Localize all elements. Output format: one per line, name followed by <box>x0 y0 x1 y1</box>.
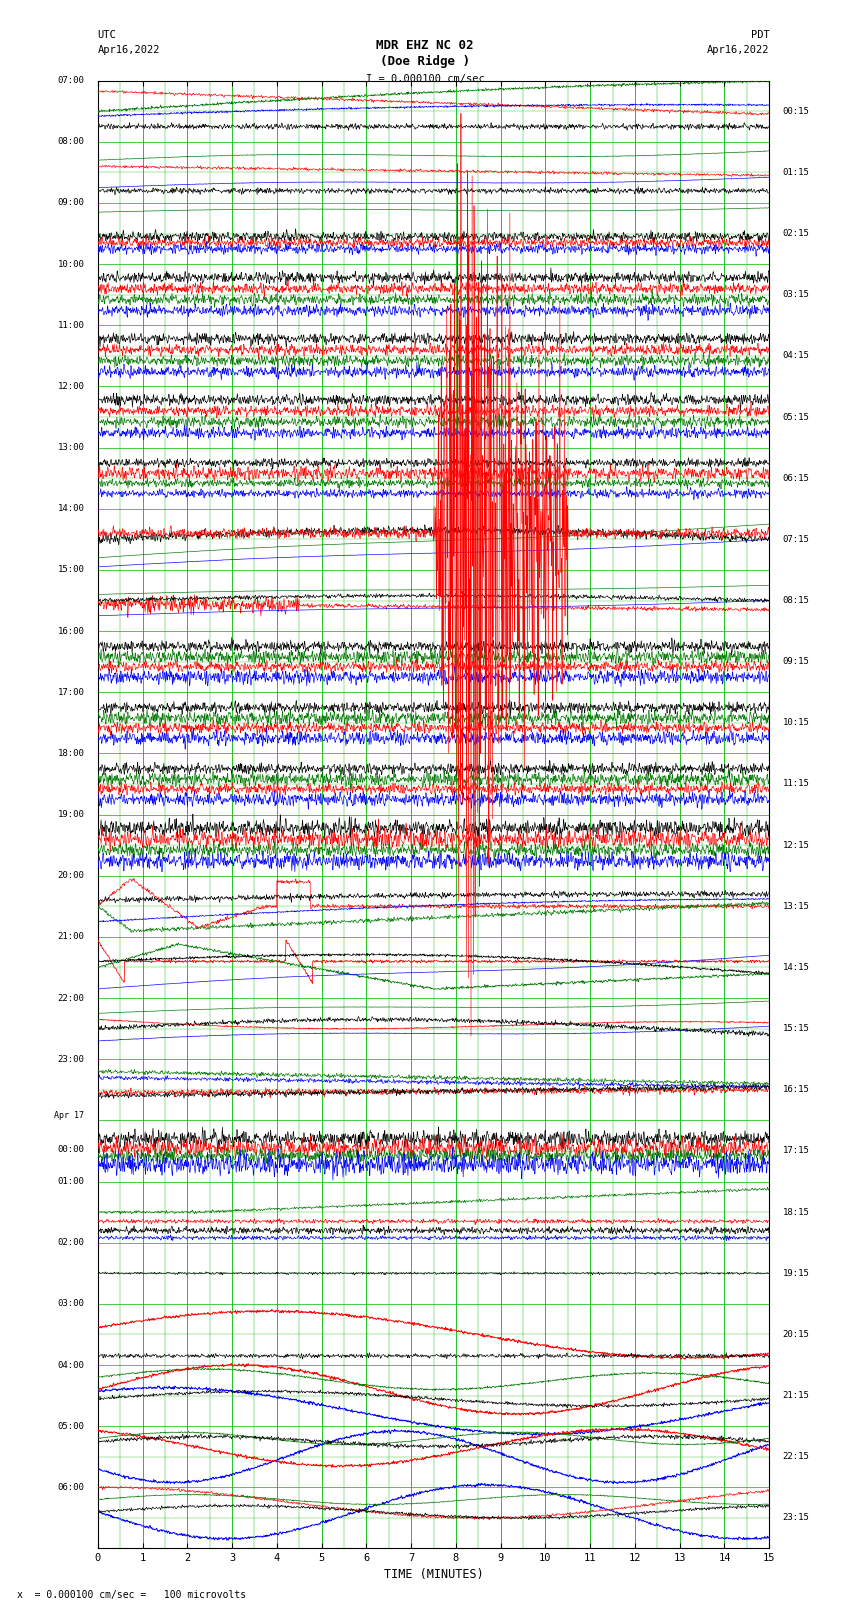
Text: 12:00: 12:00 <box>58 382 84 390</box>
Text: MDR EHZ NC 02: MDR EHZ NC 02 <box>377 39 473 52</box>
Text: 15:00: 15:00 <box>58 566 84 574</box>
Text: I = 0.000100 cm/sec: I = 0.000100 cm/sec <box>366 74 484 84</box>
Text: 23:00: 23:00 <box>58 1055 84 1063</box>
X-axis label: TIME (MINUTES): TIME (MINUTES) <box>383 1568 484 1581</box>
Text: 00:00: 00:00 <box>58 1145 84 1153</box>
Text: x  = 0.000100 cm/sec =   100 microvolts: x = 0.000100 cm/sec = 100 microvolts <box>17 1590 246 1600</box>
Text: 22:00: 22:00 <box>58 994 84 1003</box>
Text: 13:00: 13:00 <box>58 444 84 452</box>
Text: 00:15: 00:15 <box>783 106 809 116</box>
Text: 13:15: 13:15 <box>783 902 809 911</box>
Text: 03:15: 03:15 <box>783 290 809 298</box>
Text: 20:15: 20:15 <box>783 1331 809 1339</box>
Text: (Doe Ridge ): (Doe Ridge ) <box>380 55 470 68</box>
Text: 10:00: 10:00 <box>58 260 84 269</box>
Text: 09:00: 09:00 <box>58 198 84 208</box>
Text: 19:15: 19:15 <box>783 1269 809 1277</box>
Text: 20:00: 20:00 <box>58 871 84 881</box>
Text: 04:15: 04:15 <box>783 352 809 360</box>
Text: UTC: UTC <box>98 31 116 40</box>
Text: Apr16,2022: Apr16,2022 <box>706 45 769 55</box>
Text: 11:15: 11:15 <box>783 779 809 789</box>
Text: 03:00: 03:00 <box>58 1300 84 1308</box>
Text: 22:15: 22:15 <box>783 1452 809 1461</box>
Text: 06:00: 06:00 <box>58 1482 84 1492</box>
Text: 21:00: 21:00 <box>58 932 84 942</box>
Text: 08:00: 08:00 <box>58 137 84 147</box>
Text: 17:15: 17:15 <box>783 1147 809 1155</box>
Text: 19:00: 19:00 <box>58 810 84 819</box>
Text: Apr16,2022: Apr16,2022 <box>98 45 161 55</box>
Text: 14:15: 14:15 <box>783 963 809 973</box>
Text: 05:15: 05:15 <box>783 413 809 421</box>
Text: 12:15: 12:15 <box>783 840 809 850</box>
Text: 16:15: 16:15 <box>783 1086 809 1094</box>
Text: 23:15: 23:15 <box>783 1513 809 1523</box>
Text: 07:00: 07:00 <box>58 76 84 85</box>
Text: 04:00: 04:00 <box>58 1360 84 1369</box>
Text: 01:15: 01:15 <box>783 168 809 177</box>
Text: 10:15: 10:15 <box>783 718 809 727</box>
Text: 02:15: 02:15 <box>783 229 809 239</box>
Text: 01:00: 01:00 <box>58 1177 84 1186</box>
Text: 18:00: 18:00 <box>58 748 84 758</box>
Text: 18:15: 18:15 <box>783 1208 809 1216</box>
Text: Apr 17: Apr 17 <box>54 1111 84 1121</box>
Text: 06:15: 06:15 <box>783 474 809 482</box>
Text: 17:00: 17:00 <box>58 687 84 697</box>
Text: PDT: PDT <box>751 31 769 40</box>
Text: 07:15: 07:15 <box>783 536 809 544</box>
Text: 02:00: 02:00 <box>58 1239 84 1247</box>
Text: 21:15: 21:15 <box>783 1390 809 1400</box>
Text: 05:00: 05:00 <box>58 1421 84 1431</box>
Text: 08:15: 08:15 <box>783 597 809 605</box>
Text: 11:00: 11:00 <box>58 321 84 329</box>
Text: 14:00: 14:00 <box>58 505 84 513</box>
Text: 15:15: 15:15 <box>783 1024 809 1032</box>
Text: 09:15: 09:15 <box>783 656 809 666</box>
Text: 16:00: 16:00 <box>58 626 84 636</box>
